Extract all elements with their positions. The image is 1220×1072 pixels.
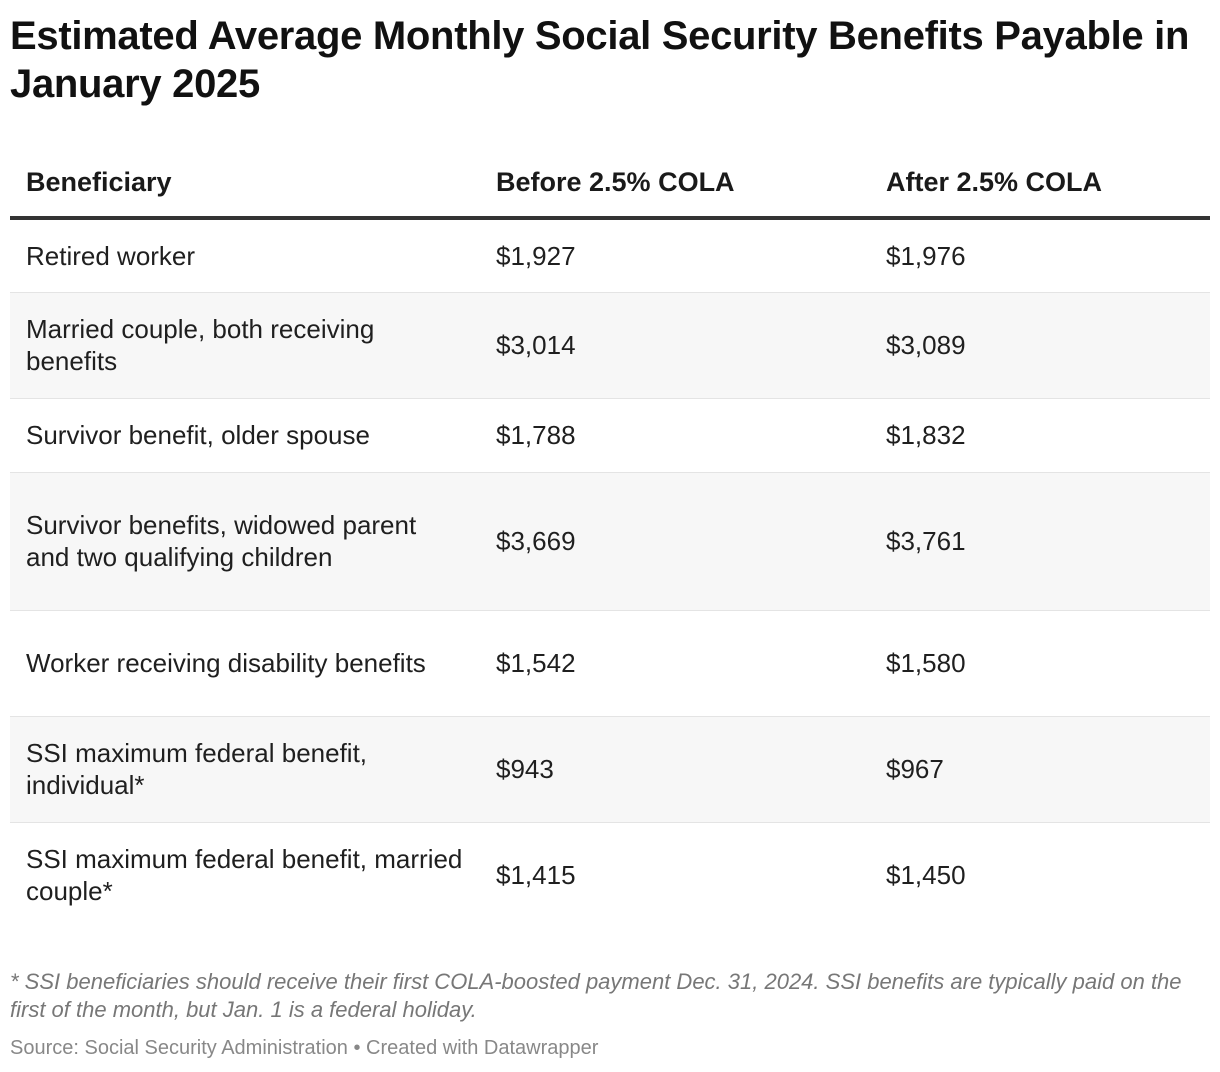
cell-after-cola: $1,832 [870,398,1210,473]
cell-before-cola: $1,415 [496,860,576,891]
cell-beneficiary: SSI maximum federal benefit, married cou… [26,844,463,907]
cell-after-cola: $1,976 [870,218,1210,293]
cell-beneficiary: SSI maximum federal benefit, individual* [10,716,480,823]
cell-after-cola: $1,580 [870,610,1210,717]
cell-after-cola: $1,450 [886,860,966,891]
cell-before-cola: $1,788 [480,398,870,473]
cell-beneficiary: Retired worker [10,218,480,293]
table-row: Married couple, both receiving benefits … [10,292,1210,399]
cell-after-cola: $3,089 [870,292,1210,399]
cell-before-cola: $1,927 [480,218,870,293]
table-header: Beneficiary Before 2.5% COLA After 2.5% … [10,148,1210,220]
column-header-after-cola: After 2.5% COLA [870,148,1210,220]
table-row: Survivor benefits, widowed parent and tw… [10,472,1210,611]
cell-after-cola: $967 [870,716,1210,823]
table-row: Worker receiving disability benefits $1,… [10,610,1210,717]
cell-before-cola: $3,014 [480,292,870,399]
cell-before-cola: $943 [480,716,870,823]
cell-before-cola: $1,542 [480,610,870,717]
column-header-beneficiary: Beneficiary [10,148,480,220]
table-body: Retired worker $1,927 $1,976 Married cou… [10,218,1210,928]
table-row: Survivor benefit, older spouse $1,788 $1… [10,398,1210,473]
cell-beneficiary: Survivor benefits, widowed parent and tw… [10,472,480,611]
benefits-table: Beneficiary Before 2.5% COLA After 2.5% … [10,148,1210,928]
cell-beneficiary: Worker receiving disability benefits [10,610,480,717]
table-row: Retired worker $1,927 $1,976 [10,218,1210,293]
table-row: SSI maximum federal benefit, married cou… [10,822,1210,928]
chart-title: Estimated Average Monthly Social Securit… [10,14,1190,106]
header-row: Beneficiary Before 2.5% COLA After 2.5% … [10,148,1210,220]
chart-source: Source: Social Security Administration •… [10,1037,599,1059]
cell-before-cola: $3,669 [480,472,870,611]
cell-beneficiary: Survivor benefit, older spouse [10,398,480,473]
cell-after-cola: $3,761 [870,472,1210,611]
table-row: SSI maximum federal benefit, individual*… [10,716,1210,823]
column-header-before-cola: Before 2.5% COLA [480,148,870,220]
chart-notes: * SSI beneficiaries should receive their… [10,969,1182,1022]
cell-beneficiary: Married couple, both receiving benefits [10,292,480,399]
